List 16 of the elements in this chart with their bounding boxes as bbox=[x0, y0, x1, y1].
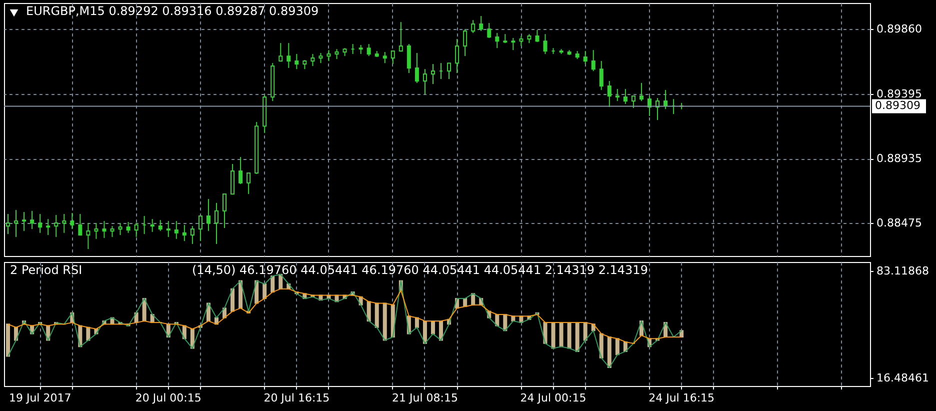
y-tick-label: 0.89395 bbox=[876, 88, 922, 101]
x-tick-label: 21 Jul 08:15 bbox=[392, 392, 458, 404]
x-tick-label: 20 Jul 00:15 bbox=[135, 392, 202, 404]
y-tick-label: 16.48461 bbox=[876, 371, 929, 384]
x-tick-label: 24 Jul 00:15 bbox=[520, 392, 586, 404]
y-tick-label: 0.88475 bbox=[876, 216, 922, 230]
annotation: (14,50) 46.19760 44.05441 46.19760 44.05441 44.05441 2.14319 2.14319 bbox=[192, 263, 648, 277]
x-tick-label: 20 Jul 16:15 bbox=[264, 392, 330, 404]
y-tick-label: 83.11868 bbox=[876, 264, 929, 278]
chart-title: 2 Period RSI bbox=[10, 263, 82, 277]
ref-line-label: 0.89309 bbox=[875, 99, 920, 112]
x-tick-label: 19 Jul 2017 bbox=[8, 392, 72, 404]
x-tick-label: 24 Jul 16:15 bbox=[648, 392, 715, 404]
y-tick-label: 0.89860 bbox=[876, 22, 922, 36]
chart-title: EURGBP,M15 0.89292 0.89316 0.89287 0.89309 bbox=[26, 4, 319, 18]
y-tick-label: 0.88935 bbox=[876, 152, 922, 166]
